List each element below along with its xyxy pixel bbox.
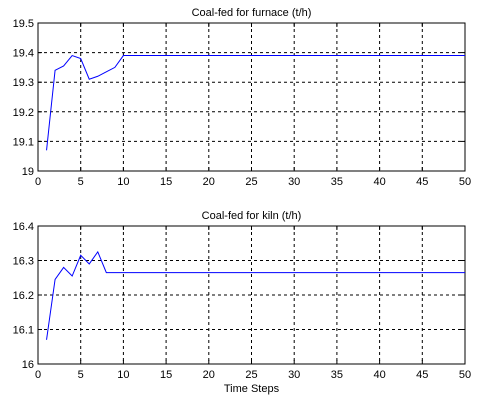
chart-0-xtick-label-0: 0 — [35, 176, 41, 188]
chart-0-xtick-label-10: 50 — [459, 176, 471, 188]
chart-0-xtick-label-8: 40 — [373, 176, 385, 188]
chart-0-xtick-label-7: 35 — [331, 176, 343, 188]
chart-1-ytick-label-1: 16.1 — [13, 325, 34, 337]
chart-0-title: Coal-fed for furnace (t/h) — [192, 7, 312, 19]
chart-0-series-line-0 — [46, 54, 465, 151]
chart-1-xtick-label-5: 25 — [245, 369, 257, 381]
chart-0-ytick-label-5: 19.5 — [13, 18, 34, 30]
chart-1-xtick-label-4: 20 — [203, 369, 215, 381]
chart-1-xtick-label-9: 45 — [416, 369, 428, 381]
furnace-chart: Coal-fed for furnace (t/h) 0 5 10 15 20 25 30 35… — [13, 7, 472, 188]
chart-1-ytick-label-0: 16 — [22, 359, 34, 371]
chart-1-xtick-label-10: 50 — [459, 369, 471, 381]
chart-1-xtick-label-7: 35 — [331, 369, 343, 381]
chart-1-ytick-label-3: 16.3 — [13, 256, 34, 268]
chart-0-xtick-label-4: 20 — [203, 176, 215, 188]
chart-1-xtick-label-8: 40 — [373, 369, 385, 381]
chart-0-xtick-label-2: 10 — [117, 176, 129, 188]
chart-0-ytick-label-3: 19.3 — [13, 77, 34, 89]
chart-1-xlabel: Time Steps — [224, 383, 280, 395]
chart-1-xtick-label-3: 15 — [160, 369, 172, 381]
kiln-chart: Coal-fed for kiln (t/h) 0 5 10 15 20 25 30 35 40 4… — [13, 210, 472, 395]
chart-1-series-line-0 — [46, 250, 465, 340]
chart-0-ytick-label-1: 19.1 — [13, 136, 34, 148]
chart-1-xtick-label-1: 5 — [78, 369, 84, 381]
chart-0-ytick-label-4: 19.4 — [13, 48, 34, 60]
chart-1-title: Coal-fed for kiln (t/h) — [202, 210, 302, 222]
chart-1-ytick-label-4: 16.4 — [13, 221, 34, 233]
chart-0-ytick-label-0: 19 — [22, 166, 34, 178]
chart-0-xtick-label-3: 15 — [160, 176, 172, 188]
chart-0-ytick-label-2: 19.2 — [13, 107, 34, 119]
chart-0-xtick-label-5: 25 — [245, 176, 257, 188]
chart-1-xtick-label-6: 30 — [288, 369, 300, 381]
chart-0-xtick-label-9: 45 — [416, 176, 428, 188]
chart-1-ytick-label-2: 16.2 — [13, 290, 34, 302]
chart-0-xtick-label-6: 30 — [288, 176, 300, 188]
chart-1-xtick-label-0: 0 — [35, 369, 41, 381]
chart-0-xtick-label-1: 5 — [78, 176, 84, 188]
chart-1-xtick-label-2: 10 — [117, 369, 129, 381]
